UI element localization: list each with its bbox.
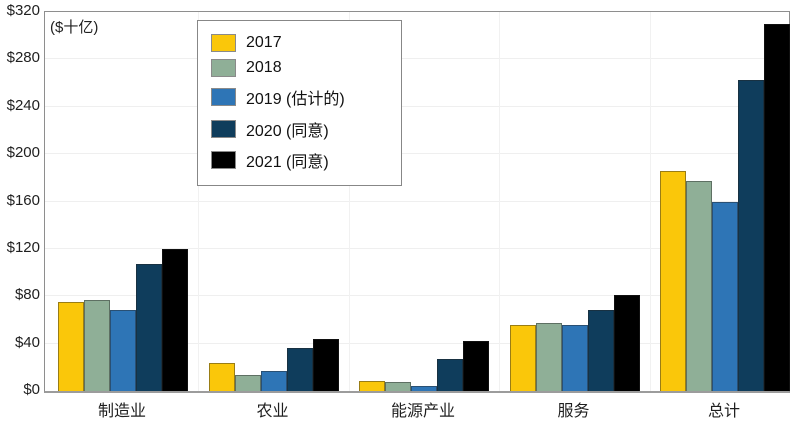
bar-group-2 [208,339,339,391]
gridline-vertical [649,12,651,391]
bar-series-1 [58,302,84,391]
legend-item-1: 2017 [211,33,401,52]
x-axis-label: 制造业 [97,403,147,420]
bar-series-3 [411,386,437,391]
legend-label: 2020 (同意) [246,122,329,140]
legend-label: 2019 (估计的) [246,90,345,108]
y-axis-label: $160 [6,191,40,209]
bar-series-5 [613,295,640,391]
bar-series-2 [234,375,261,391]
bar-series-5 [764,24,790,391]
y-axis-label: $80 [14,286,40,304]
bar-group-5 [660,24,790,391]
legend-item-2: 2018 [211,59,401,78]
gridline-vertical [499,12,501,391]
bar-group-1 [58,249,188,391]
x-axis-label: 总计 [707,403,741,420]
bar-series-1 [359,381,385,391]
bar-series-4 [437,359,463,391]
legend: 2017 2018 2019 (估计的) 2020 (同意) 2021 (同意) [197,20,402,186]
legend-swatch-icon [211,119,236,138]
bar-series-5 [162,249,188,391]
x-axis-label: 服务 [557,403,590,420]
y-axis-label: $0 [23,381,40,398]
gridline-horizontal [45,153,789,155]
legend-swatch-icon [211,33,236,52]
gridline-vertical [198,12,200,391]
y-axis-label: $40 [14,333,40,351]
gridline-horizontal [45,295,789,297]
y-axis-label: $280 [6,49,40,67]
bar-series-3 [712,202,738,391]
bar-series-4 [286,348,313,391]
y-axis-unit-label: ($十亿) [50,19,99,36]
bar-series-1 [660,171,686,391]
bar-series-2 [535,323,562,391]
legend-swatch-icon [211,59,236,78]
bar-series-3 [260,371,287,391]
bar-series-4 [136,264,162,391]
bar-series-1 [208,363,235,391]
y-axis-label: $240 [6,96,40,114]
bar-series-2 [84,300,110,391]
legend-item-5: 2021 (同意) [211,148,401,172]
bar-series-3 [110,310,136,391]
y-axis-label: $120 [6,238,40,256]
gridline-horizontal [45,58,789,60]
legend-swatch-icon [211,87,236,106]
y-axis-label: $320 [6,2,40,19]
bar-series-4 [587,310,614,391]
legend-swatch-icon [211,151,236,170]
gridline-horizontal [45,247,789,249]
bar-group-4 [509,295,640,391]
legend-label: 2021 (同意) [246,154,329,172]
gridline-horizontal [45,105,789,107]
y-axis-label: $200 [6,144,40,162]
bar-series-4 [738,80,764,391]
legend-item-4: 2020 (同意) [211,117,401,141]
bar-series-2 [385,382,411,391]
x-axis-label: 能源产业 [390,403,456,420]
bar-series-1 [509,325,536,391]
gridline-horizontal [45,342,789,344]
gridline-vertical [348,12,350,391]
x-axis-label: 农业 [256,403,289,420]
bar-series-5 [463,341,489,391]
bar-series-2 [686,181,712,391]
legend-item-3: 2019 (估计的) [211,85,401,109]
legend-label: 2018 [246,59,282,77]
plot-area [44,11,790,393]
gridline-horizontal [45,200,789,202]
legend-label: 2017 [246,33,282,51]
bar-series-5 [312,339,339,391]
bar-series-3 [561,325,588,391]
bar-group-3 [359,341,489,391]
